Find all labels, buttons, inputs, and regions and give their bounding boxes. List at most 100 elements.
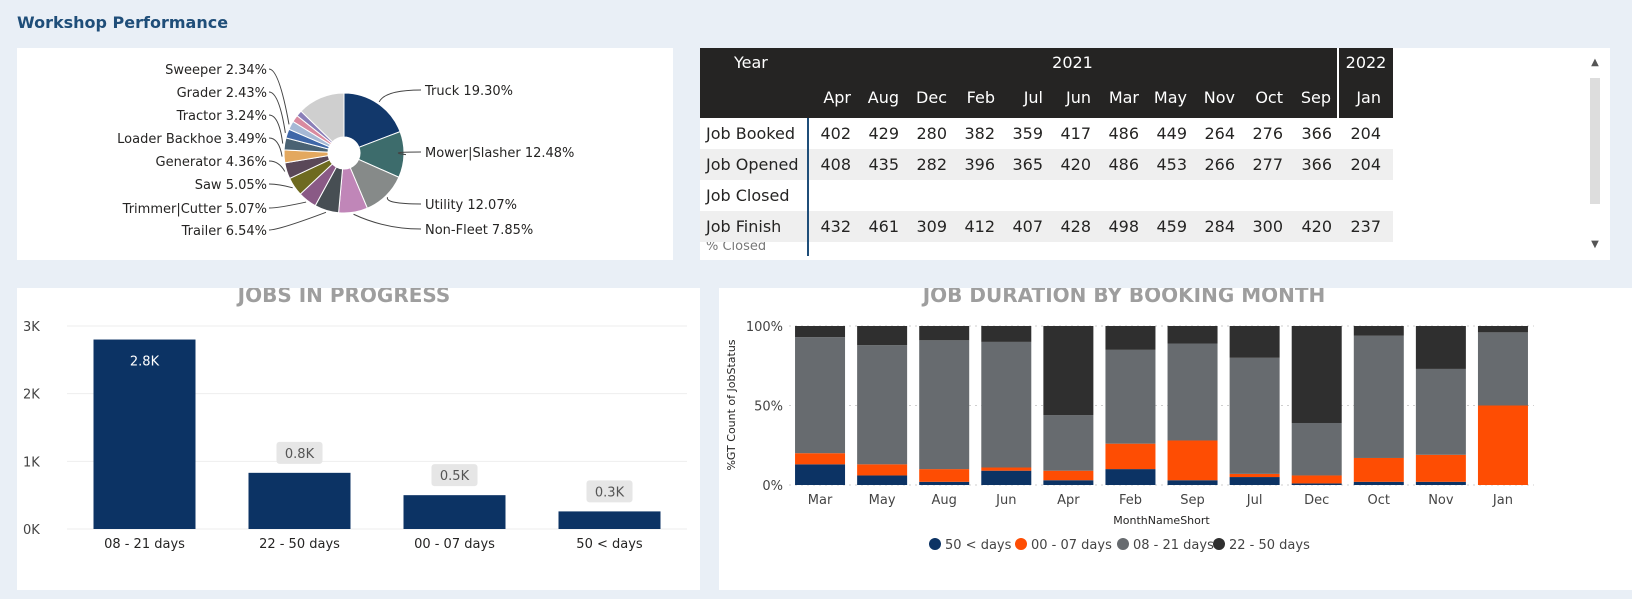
pie-label: Saw 5.05%	[195, 178, 267, 193]
pie-label: Trimmer|Cutter 5.07%	[122, 202, 267, 217]
pie-label: Non-Fleet 7.85%	[425, 223, 533, 238]
pie-leader-line	[268, 201, 307, 209]
legend-marker	[1117, 538, 1129, 550]
stacked-segment	[1291, 326, 1342, 423]
legend-label: 00 - 07 days	[1031, 538, 1112, 553]
stacked-segment	[857, 345, 908, 465]
matrix-row: Job Finish 432 461 309 412 407 428 498 459 284 300…	[700, 211, 1393, 242]
stacked-segment	[1415, 454, 1466, 482]
matrix-cell: 365	[1001, 149, 1049, 180]
matrix-cell	[1193, 180, 1241, 211]
scroll-thumb[interactable]	[1590, 78, 1600, 204]
stacked-segment	[795, 464, 846, 485]
month-header-cell[interactable]: Apr	[808, 76, 857, 118]
year-header-cell[interactable]: 2022	[1337, 48, 1393, 76]
matrix-cell: 435	[857, 149, 905, 180]
stacked-segment	[919, 481, 970, 485]
matrix-cell: 420	[1289, 211, 1338, 242]
matrix-row-label: % Closed	[700, 242, 809, 256]
x-tick-label: Jul	[1246, 493, 1263, 508]
year-header-cell[interactable]: 2021	[808, 48, 1338, 76]
matrix-cell	[1097, 180, 1145, 211]
pie-leader-line	[268, 68, 290, 125]
matrix-cell: 266	[1193, 149, 1241, 180]
x-tick-label: 00 - 07 days	[414, 537, 495, 552]
year-header-label: Year	[700, 48, 808, 76]
month-header-cell[interactable]: Mar	[1097, 76, 1145, 118]
matrix-cell: 432	[808, 211, 857, 242]
month-header-cell[interactable]: Dec	[905, 76, 953, 118]
month-header-cell[interactable]: Feb	[953, 76, 1001, 118]
stacked-segment	[1229, 326, 1280, 358]
pie-leader-line	[353, 213, 422, 230]
stack-svg: JOB DURATION BY BOOKING MONTH 0% 50% 100% %G…	[725, 283, 1534, 553]
matrix-cell	[808, 242, 857, 256]
matrix-cell	[953, 180, 1001, 211]
pie-label: Truck 19.30%	[424, 84, 513, 99]
y-axis-title: %GT Count of JobStatus	[725, 339, 738, 470]
chart-title: JOBS IN PROGRESS	[236, 288, 451, 307]
month-header-cell[interactable]: Jun	[1049, 76, 1097, 118]
pie-leader-line	[397, 151, 422, 156]
month-header-cell[interactable]: Sep	[1289, 76, 1338, 118]
scroll-up-icon[interactable]: ▲	[1591, 57, 1599, 68]
matrix-cell	[1241, 180, 1289, 211]
month-header-cell[interactable]: Jan	[1337, 76, 1393, 118]
matrix-row: Job Booked 402 429 280 382 359 417 486 449 264 276…	[700, 118, 1393, 149]
pie-leader-line	[268, 183, 293, 189]
x-tick-label: Jan	[1492, 493, 1513, 508]
month-header-cell[interactable]: Jul	[1001, 76, 1049, 118]
matrix-row-label: Job Finish	[700, 211, 809, 242]
month-header-cell[interactable]: Nov	[1193, 76, 1241, 118]
matrix-cell: 237	[1338, 211, 1393, 242]
pie-leader-line	[386, 197, 422, 205]
stacked-segment	[919, 340, 970, 470]
matrix-row: Job Opened 408 435 282 396 365 420 486 453 266 277…	[700, 149, 1393, 180]
matrix-cell: 449	[1156, 124, 1187, 143]
pie-label: Loader Backhoe 3.49%	[117, 132, 267, 147]
matrix-cell	[1145, 180, 1193, 211]
matrix-row-label: Job Booked	[700, 118, 809, 149]
x-tick-label: May	[869, 493, 896, 508]
stacked-segment	[1477, 326, 1528, 333]
matrix-cell: 420	[1049, 149, 1097, 180]
matrix-cell	[808, 180, 857, 211]
year-header-row: Year 2021 2022	[700, 48, 1393, 76]
matrix-cell: 366	[1301, 124, 1332, 143]
bar	[558, 511, 661, 529]
month-header-cell[interactable]: May	[1145, 76, 1193, 118]
data-label-bg	[586, 480, 633, 503]
matrix-cell: 359	[1012, 124, 1043, 143]
bar	[403, 495, 506, 529]
matrix-cell	[1145, 242, 1193, 256]
stacked-segment	[1477, 405, 1528, 485]
matrix-cell: 486	[1108, 124, 1139, 143]
legend-label: 08 - 21 days	[1133, 538, 1214, 553]
stacked-segment	[981, 341, 1032, 468]
stacked-segment	[1043, 415, 1094, 471]
pie-leader-line	[268, 91, 286, 133]
month-header-cell[interactable]: Aug	[857, 76, 905, 118]
legend-marker	[929, 538, 941, 550]
data-label: 0.5K	[440, 469, 470, 484]
stacked-segment	[1415, 481, 1466, 485]
stacked-segment	[1105, 443, 1156, 470]
matrix-cell: 277	[1241, 149, 1289, 180]
matrix-cell	[1289, 242, 1338, 256]
pie-leader-line	[378, 89, 422, 103]
y-tick-label: 100%	[746, 320, 783, 335]
stacked-segment	[981, 470, 1032, 485]
matrix-row: Job Closed	[700, 180, 1393, 211]
stacked-segment	[1291, 475, 1342, 484]
stacked-segment	[1167, 480, 1218, 485]
month-header-cell[interactable]: Oct	[1241, 76, 1289, 118]
matrix-cell: 412	[953, 211, 1001, 242]
pie-label: Generator 4.36%	[156, 155, 267, 170]
stacked-segment	[1167, 343, 1218, 441]
x-tick-label: Aug	[932, 493, 957, 508]
scroll-down-icon[interactable]: ▼	[1591, 239, 1599, 250]
stacked-segment	[1291, 483, 1342, 485]
jobs-in-progress-chart: JOBS IN PROGRESS 0K 1K 2K 3K 08 - 21 days 2.8K…	[17, 283, 700, 590]
matrix-cell	[1097, 242, 1145, 256]
matrix-scrollbar[interactable]: ▲ ▼	[1588, 56, 1602, 252]
